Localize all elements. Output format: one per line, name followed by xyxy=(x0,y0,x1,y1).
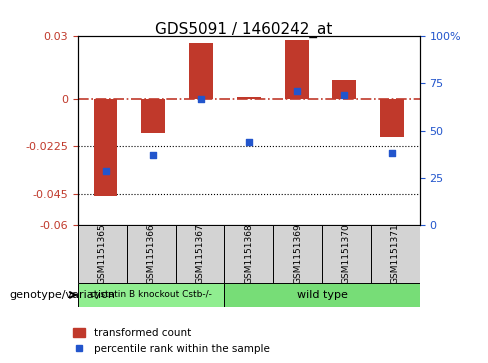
Text: GSM1151371: GSM1151371 xyxy=(391,224,400,285)
Bar xyxy=(94,99,118,196)
FancyBboxPatch shape xyxy=(224,225,273,283)
FancyBboxPatch shape xyxy=(78,283,224,307)
FancyBboxPatch shape xyxy=(176,225,224,283)
FancyBboxPatch shape xyxy=(224,283,420,307)
Text: GSM1151368: GSM1151368 xyxy=(244,224,253,285)
FancyBboxPatch shape xyxy=(127,225,176,283)
Text: genotype/variation: genotype/variation xyxy=(10,290,116,300)
Point xyxy=(388,150,396,156)
Text: wild type: wild type xyxy=(297,290,347,300)
Text: GSM1151365: GSM1151365 xyxy=(98,224,107,285)
Legend: transformed count, percentile rank within the sample: transformed count, percentile rank withi… xyxy=(69,324,274,358)
Text: GSM1151370: GSM1151370 xyxy=(342,224,351,285)
Text: cystatin B knockout Cstb-/-: cystatin B knockout Cstb-/- xyxy=(90,290,212,299)
FancyBboxPatch shape xyxy=(78,225,127,283)
Text: GSM1151367: GSM1151367 xyxy=(196,224,204,285)
Bar xyxy=(237,97,261,99)
Point xyxy=(149,152,157,158)
Text: GSM1151366: GSM1151366 xyxy=(147,224,156,285)
Point xyxy=(293,88,301,94)
FancyBboxPatch shape xyxy=(322,225,371,283)
Point xyxy=(197,96,205,102)
Point xyxy=(102,168,109,174)
FancyBboxPatch shape xyxy=(273,225,322,283)
Bar xyxy=(142,99,165,133)
Bar xyxy=(285,41,308,99)
Bar xyxy=(380,99,404,137)
Point xyxy=(245,139,253,145)
FancyBboxPatch shape xyxy=(371,225,420,283)
Text: GSM1151369: GSM1151369 xyxy=(293,224,302,285)
Point xyxy=(341,92,348,98)
Bar xyxy=(189,42,213,99)
Text: GDS5091 / 1460242_at: GDS5091 / 1460242_at xyxy=(155,22,333,38)
Bar xyxy=(332,80,356,99)
